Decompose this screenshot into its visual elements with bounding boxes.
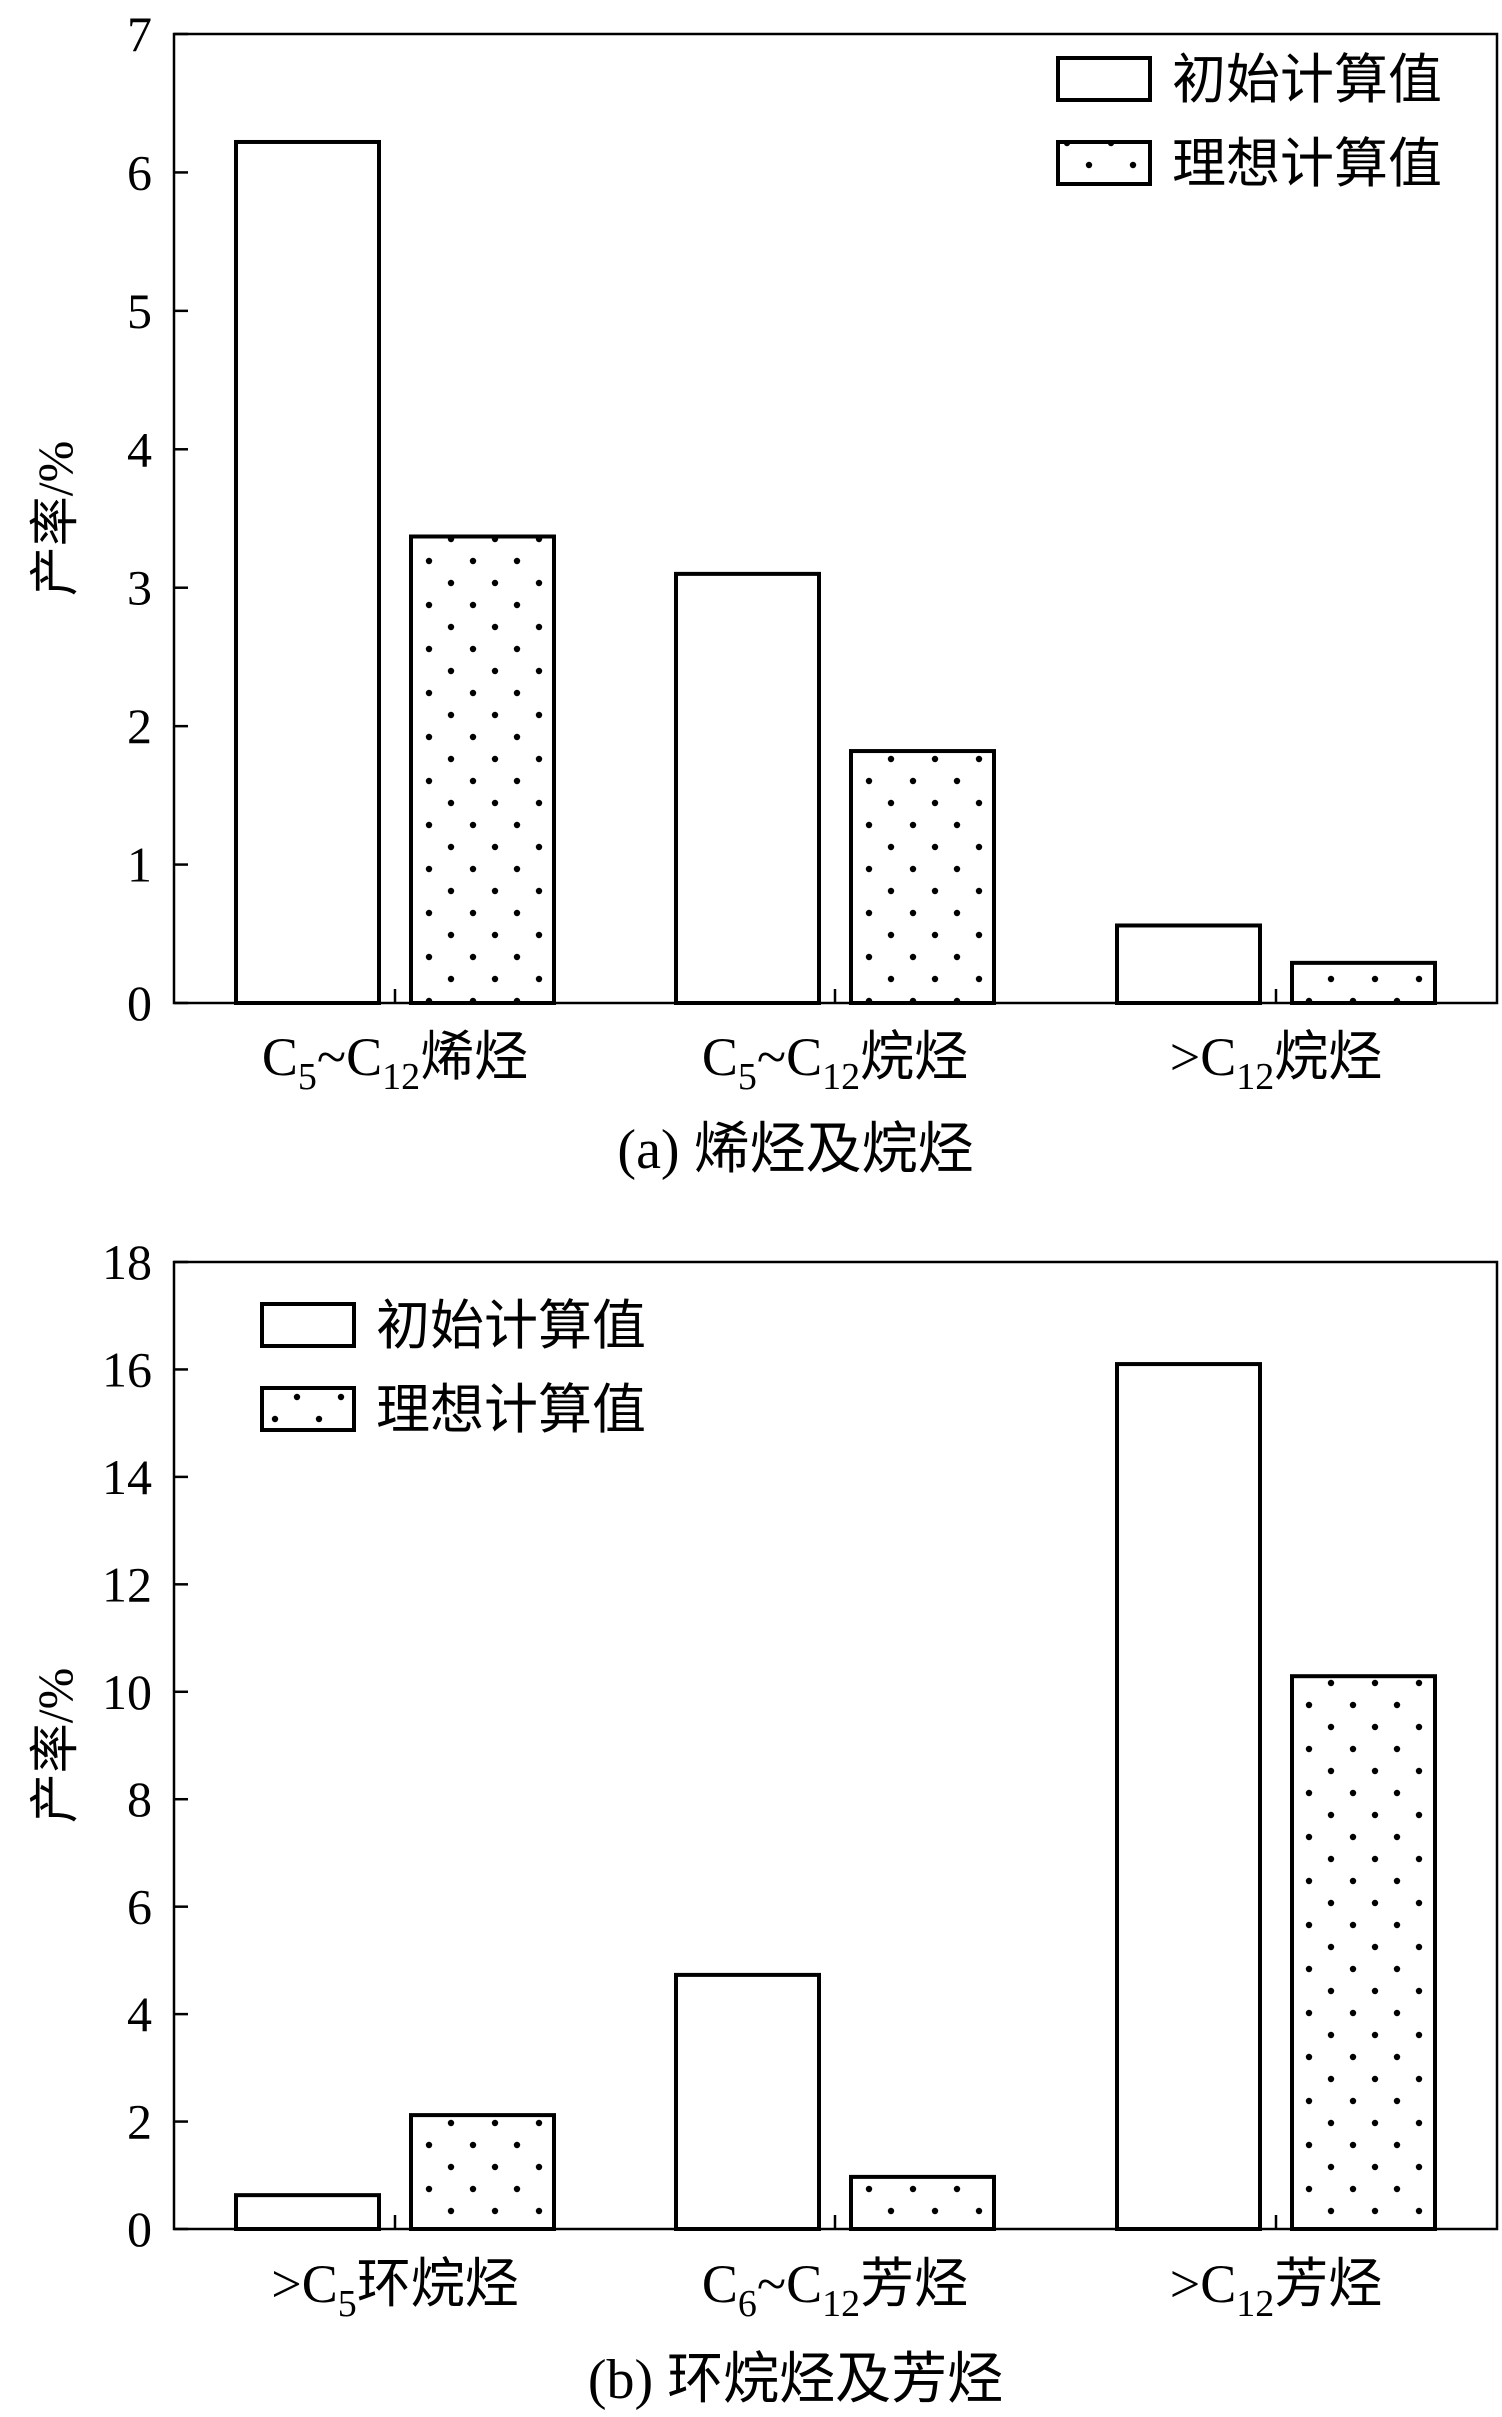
- x-tick-label: C6~C12芳烃: [702, 2254, 968, 2325]
- subscript: 6: [738, 2283, 757, 2325]
- bar-initial-0: [234, 139, 381, 1005]
- x-tick-label: >C5环烷烃: [271, 2254, 518, 2325]
- label-part: C: [702, 2254, 738, 2314]
- label-part: 烯烃: [420, 1027, 528, 1087]
- y-tick-label: 18: [102, 1234, 152, 1290]
- legend-label: 理想计算值: [376, 1380, 646, 1440]
- x-tick-label: C5~C12烷烃: [702, 1027, 968, 1098]
- y-tick-label: 3: [127, 560, 152, 616]
- chart-title: (a) 烯烃及烷烃: [617, 1119, 973, 1181]
- legend-swatch-ideal: [1056, 140, 1152, 186]
- y-tick-label: 10: [102, 1664, 152, 1720]
- label-part: 环烷烃: [357, 2254, 519, 2314]
- x-tick-label: C5~C12烯烃: [262, 1027, 528, 1098]
- y-tick-label: 5: [127, 283, 152, 339]
- legend-swatch-initial: [260, 1302, 356, 1348]
- bar-initial-2: [1115, 1362, 1262, 2232]
- y-tick-label: 16: [102, 1341, 152, 1397]
- y-tick-label: 2: [127, 2094, 152, 2150]
- x-tick-label: >C12芳烃: [1170, 2254, 1382, 2325]
- label-part: C: [262, 1027, 298, 1087]
- label-part: ~C: [757, 2254, 822, 2314]
- y-tick-label: 4: [127, 421, 152, 477]
- y-tick-label: 1: [127, 837, 152, 893]
- y-tick-label: 0: [127, 2201, 152, 2257]
- label-part: ~C: [317, 1027, 382, 1087]
- chart-title: (b) 环烷烃及芳烃: [588, 2349, 1003, 2411]
- legend-swatch-initial: [1056, 56, 1152, 102]
- bar-initial-2: [1115, 923, 1262, 1005]
- legend-label: 理想计算值: [1172, 134, 1442, 194]
- label-part: 烷烃: [860, 1027, 968, 1087]
- y-tick-label: 12: [102, 1556, 152, 1612]
- subscript: 5: [338, 2283, 357, 2325]
- bar-ideal-1: [849, 749, 996, 1005]
- subscript: 12: [1236, 2283, 1274, 2325]
- subscript: 5: [298, 1056, 317, 1098]
- bar-ideal-1: [849, 2174, 996, 2231]
- label-part: 芳烃: [860, 2254, 968, 2314]
- y-tick-label: 14: [102, 1449, 152, 1505]
- label-part: >C: [1170, 1027, 1236, 1087]
- y-tick-label: 6: [127, 144, 152, 200]
- y-tick-label: 8: [127, 1771, 152, 1827]
- bar-initial-1: [674, 571, 821, 1005]
- bar-ideal-0: [409, 2113, 556, 2231]
- y-tick-label: 4: [127, 1986, 152, 2042]
- label-part: 烷烃: [1274, 1027, 1382, 1087]
- subscript: 12: [382, 1056, 420, 1098]
- y-axis-label: 产率/%: [27, 441, 83, 597]
- label-part: >C: [271, 2254, 337, 2314]
- legend-swatch-ideal: [260, 1386, 356, 1432]
- label-part: 芳烃: [1274, 2254, 1382, 2314]
- bar-ideal-2: [1290, 1674, 1437, 2232]
- subscript: 12: [822, 2283, 860, 2325]
- y-tick-label: 2: [127, 698, 152, 754]
- y-axis-label: 产率/%: [27, 1668, 83, 1824]
- subscript: 12: [822, 1056, 860, 1098]
- y-tick-label: 6: [127, 1879, 152, 1935]
- bar-ideal-0: [409, 534, 556, 1005]
- bar-initial-1: [674, 1972, 821, 2232]
- label-part: >C: [1170, 2254, 1236, 2314]
- x-tick-label: >C12烷烃: [1170, 1027, 1382, 1098]
- y-tick-label: 7: [127, 6, 152, 62]
- bar-ideal-2: [1290, 960, 1437, 1005]
- legend-label: 初始计算值: [376, 1296, 646, 1356]
- legend-label: 初始计算值: [1172, 50, 1442, 110]
- subscript: 12: [1236, 1056, 1274, 1098]
- label-part: ~C: [757, 1027, 822, 1087]
- label-part: C: [702, 1027, 738, 1087]
- y-tick-label: 0: [127, 975, 152, 1031]
- bar-initial-0: [234, 2193, 381, 2232]
- subscript: 5: [738, 1056, 757, 1098]
